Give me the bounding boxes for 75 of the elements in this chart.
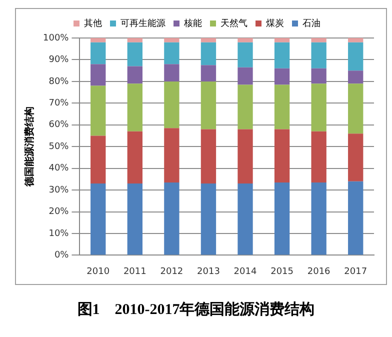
y-tick-label: 40% <box>48 164 70 174</box>
bar <box>90 184 106 255</box>
bar <box>311 84 326 132</box>
bar <box>274 68 290 85</box>
bar <box>127 38 142 42</box>
bar <box>311 42 326 68</box>
y-tick-label: 30% <box>48 185 70 196</box>
y-tick-label: 90% <box>48 55 70 66</box>
bar <box>274 182 290 255</box>
y-tick-label: 60% <box>48 120 70 130</box>
bar <box>127 42 142 66</box>
y-tick-label: 0% <box>54 250 70 261</box>
bar <box>164 81 180 128</box>
bar <box>200 184 216 255</box>
bar <box>200 38 216 42</box>
x-tick-label: 2014 <box>234 266 257 277</box>
bar <box>200 65 216 82</box>
y-tick-label: 10% <box>48 228 70 239</box>
bar <box>164 38 180 42</box>
bar <box>348 38 364 42</box>
text: 图1 2010-2017年德国能源消费结构 <box>76 300 316 319</box>
bar <box>311 68 326 84</box>
bar <box>90 42 106 64</box>
x-tick-label: 2017 <box>344 266 368 277</box>
legend-label: 可再生能源 <box>120 18 166 29</box>
bar <box>274 38 290 42</box>
bar <box>348 134 364 182</box>
bar <box>127 66 142 84</box>
bar <box>127 131 142 184</box>
y-tick-label: 20% <box>48 207 70 218</box>
bar <box>238 42 253 68</box>
bar <box>238 129 253 184</box>
legend-label: 其他 <box>84 18 102 29</box>
bar <box>311 182 326 255</box>
y-tick-label: 70% <box>48 98 70 109</box>
x-tick-label: 2011 <box>123 266 146 277</box>
bar <box>311 131 326 182</box>
bar <box>127 84 142 132</box>
x-tick-label: 2012 <box>160 266 184 277</box>
bar <box>200 42 216 66</box>
y-axis-title: 德国能源消费结构 <box>24 106 36 188</box>
bar <box>90 64 106 86</box>
x-tick-label: 2015 <box>270 266 294 277</box>
bar <box>164 182 180 255</box>
bar <box>238 67 253 85</box>
bar <box>90 136 106 184</box>
x-tick-label: 2010 <box>86 266 110 277</box>
y-tick-label: 50% <box>48 142 70 152</box>
bar <box>238 84 253 130</box>
bar <box>200 129 216 184</box>
bar <box>274 84 290 130</box>
bar <box>311 38 326 42</box>
bar <box>348 181 364 255</box>
legend-label: 核能 <box>183 18 202 29</box>
bar <box>127 184 142 255</box>
bar <box>164 128 180 182</box>
x-tick-label: 2013 <box>197 266 220 277</box>
bar <box>164 42 180 64</box>
bar <box>238 38 253 42</box>
y-tick-label: 100% <box>42 33 70 44</box>
y-tick-label: 80% <box>48 76 70 87</box>
legend-label: 石油 <box>302 18 320 29</box>
bar <box>238 184 253 255</box>
legend-label: 天然气 <box>220 18 248 29</box>
bar <box>164 64 180 82</box>
x-tick-label: 2016 <box>307 266 331 277</box>
bar <box>348 70 364 84</box>
bar <box>90 38 106 42</box>
bar <box>348 84 364 134</box>
bar <box>348 42 364 71</box>
bar <box>274 42 290 68</box>
bar <box>200 81 216 130</box>
legend-label: 煤炭 <box>266 18 284 29</box>
bar <box>90 86 106 136</box>
bar <box>274 129 290 182</box>
